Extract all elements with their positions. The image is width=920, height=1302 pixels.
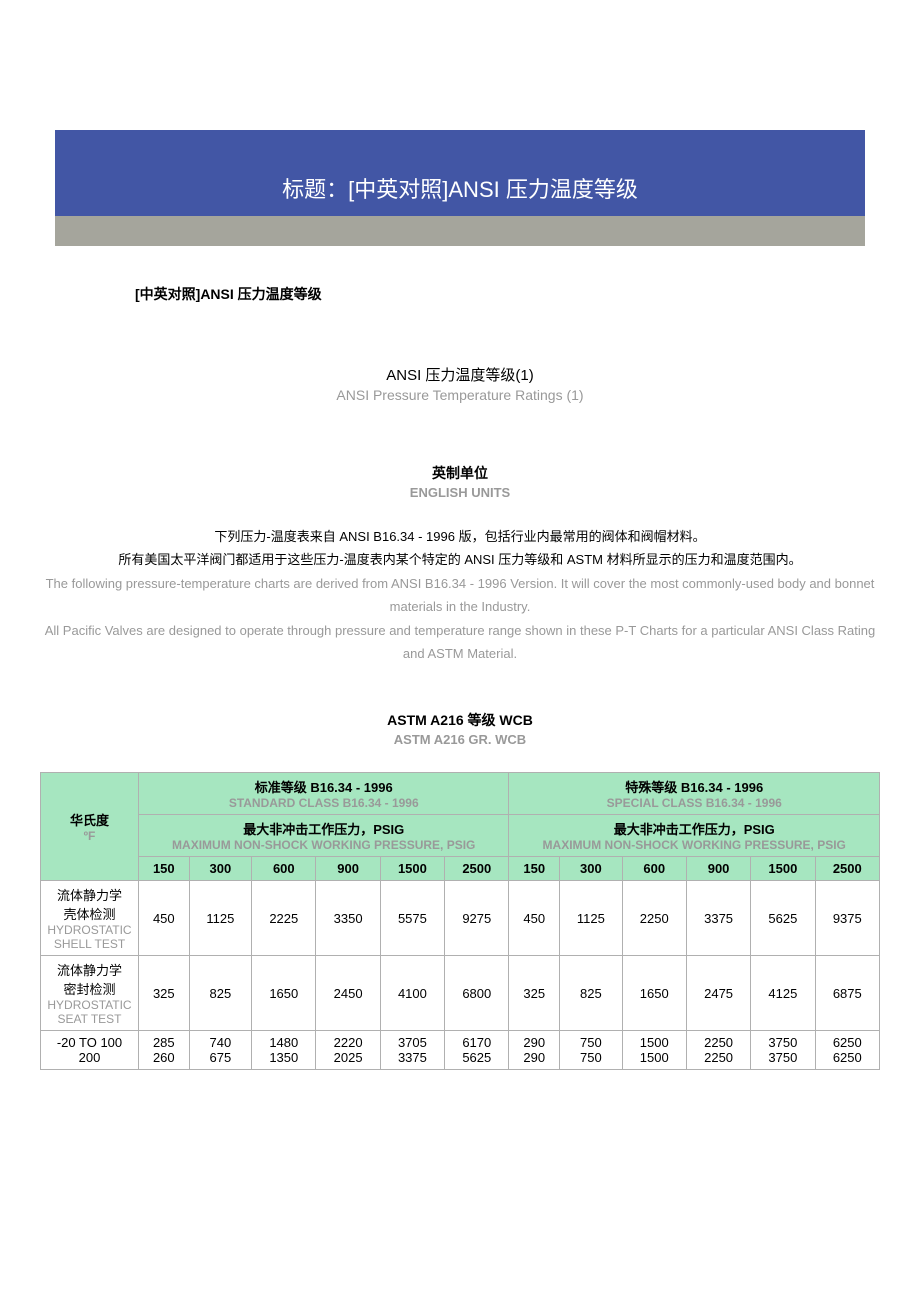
value-cell: 1125 (189, 881, 252, 956)
value-cell: 6875 (815, 956, 879, 1031)
std-max-psig-header: 最大非冲击工作压力，PSIG MAXIMUM NON-SHOCK WORKING… (139, 815, 509, 857)
value-cell: 2250 (622, 881, 686, 956)
table-title-en: ASTM A216 GR. WCB (0, 732, 920, 747)
units-en: ENGLISH UNITS (0, 485, 920, 500)
value-cell: 14801350 (252, 1031, 316, 1070)
row-label: 流体静力学壳体检测HYDROSTATICSHELL TEST (41, 881, 139, 956)
pressure-temperature-table: 华氏度 ºF 标准等级 B16.34 - 1996 STANDARD CLASS… (40, 772, 880, 1070)
value-cell: 9275 (445, 881, 509, 956)
value-cell: 4100 (380, 956, 444, 1031)
class-header-cell: 150 (509, 857, 560, 881)
table-row: 流体静力学壳体检测HYDROSTATICSHELL TEST4501125222… (41, 881, 880, 956)
value-cell: 825 (189, 956, 252, 1031)
subtitle: [中英对照]ANSI 压力温度等级 (135, 284, 920, 304)
value-cell: 450 (139, 881, 190, 956)
units-block: 英制单位 ENGLISH UNITS (0, 463, 920, 500)
class-header-cell: 2500 (445, 857, 509, 881)
class-header-cell: 1500 (751, 857, 815, 881)
value-cell: 4125 (751, 956, 815, 1031)
special-class-header: 特殊等级 B16.34 - 1996 SPECIAL CLASS B16.34 … (509, 773, 880, 815)
std-max-psig-cn: 最大非冲击工作压力，PSIG (141, 819, 506, 838)
class-header-cell: 900 (686, 857, 750, 881)
table-title-block: ASTM A216 等级 WCB ASTM A216 GR. WCB (0, 710, 920, 747)
value-cell: 450 (509, 881, 560, 956)
class-header-cell: 600 (252, 857, 316, 881)
page-title: 标题：[中英对照]ANSI 压力温度等级 (55, 160, 865, 216)
standard-class-header: 标准等级 B16.34 - 1996 STANDARD CLASS B16.34… (139, 773, 509, 815)
row-label: -20 TO 100200 (41, 1031, 139, 1070)
std-max-psig-en: MAXIMUM NON-SHOCK WORKING PRESSURE, PSIG (141, 838, 506, 852)
class-header-cell: 900 (316, 857, 380, 881)
value-cell: 290290 (509, 1031, 560, 1070)
description-cn-1: 下列压力-温度表来自 ANSI B16.34 - 1996 版，包括行业内最常用… (55, 525, 865, 548)
top-accent-bar (55, 130, 865, 160)
value-cell: 1125 (560, 881, 623, 956)
description-en-1: The following pressure-temperature chart… (40, 572, 880, 619)
value-cell: 325 (139, 956, 190, 1031)
description-en-2: All Pacific Valves are designed to opera… (40, 619, 880, 666)
value-cell: 2475 (686, 956, 750, 1031)
value-cell: 15001500 (622, 1031, 686, 1070)
value-cell: 750750 (560, 1031, 623, 1070)
value-cell: 6800 (445, 956, 509, 1031)
spec-max-psig-header: 最大非冲击工作压力，PSIG MAXIMUM NON-SHOCK WORKING… (509, 815, 880, 857)
table-row: 流体静力学密封检测HYDROSTATICSEAT TEST32582516502… (41, 956, 880, 1031)
table-title-cn: ASTM A216 等级 WCB (0, 710, 920, 730)
value-cell: 3375 (686, 881, 750, 956)
class-header-cell: 300 (189, 857, 252, 881)
value-cell: 285260 (139, 1031, 190, 1070)
value-cell: 740675 (189, 1031, 252, 1070)
subheading-cn: ANSI 压力温度等级(1) (0, 364, 920, 385)
spec-max-psig-en: MAXIMUM NON-SHOCK WORKING PRESSURE, PSIG (511, 838, 877, 852)
class-header-cell: 1500 (380, 857, 444, 881)
description-cn-2: 所有美国太平洋阀门都适用于这些压力-温度表内某个特定的 ANSI 压力等级和 A… (55, 548, 865, 571)
std-class-cn: 标准等级 B16.34 - 1996 (141, 777, 506, 796)
std-class-en: STANDARD CLASS B16.34 - 1996 (141, 796, 506, 810)
value-cell: 61705625 (445, 1031, 509, 1070)
table-row: -20 TO 100200285260740675148013502220202… (41, 1031, 880, 1070)
value-cell: 37053375 (380, 1031, 444, 1070)
value-cell: 3350 (316, 881, 380, 956)
gray-accent-bar (55, 216, 865, 246)
value-cell: 1650 (622, 956, 686, 1031)
temp-label-header: 华氏度 ºF (41, 773, 139, 881)
temp-label-cn: 华氏度 (43, 810, 136, 829)
spec-class-cn: 特殊等级 B16.34 - 1996 (511, 777, 877, 796)
value-cell: 22202025 (316, 1031, 380, 1070)
value-cell: 5575 (380, 881, 444, 956)
class-header-cell: 150 (139, 857, 190, 881)
value-cell: 2225 (252, 881, 316, 956)
temp-label-en: ºF (43, 829, 136, 843)
value-cell: 325 (509, 956, 560, 1031)
value-cell: 37503750 (751, 1031, 815, 1070)
spec-max-psig-cn: 最大非冲击工作压力，PSIG (511, 819, 877, 838)
row-label: 流体静力学密封检测HYDROSTATICSEAT TEST (41, 956, 139, 1031)
value-cell: 9375 (815, 881, 879, 956)
units-cn: 英制单位 (0, 463, 920, 483)
class-header-cell: 600 (622, 857, 686, 881)
spec-class-en: SPECIAL CLASS B16.34 - 1996 (511, 796, 877, 810)
value-cell: 1650 (252, 956, 316, 1031)
value-cell: 5625 (751, 881, 815, 956)
subheading-en: ANSI Pressure Temperature Ratings (1) (0, 387, 920, 403)
value-cell: 825 (560, 956, 623, 1031)
class-header-cell: 300 (560, 857, 623, 881)
class-header-cell: 2500 (815, 857, 879, 881)
value-cell: 62506250 (815, 1031, 879, 1070)
class-header-row: 1503006009001500250015030060090015002500 (41, 857, 880, 881)
value-cell: 22502250 (686, 1031, 750, 1070)
subheading-block: ANSI 压力温度等级(1) ANSI Pressure Temperature… (0, 364, 920, 403)
value-cell: 2450 (316, 956, 380, 1031)
